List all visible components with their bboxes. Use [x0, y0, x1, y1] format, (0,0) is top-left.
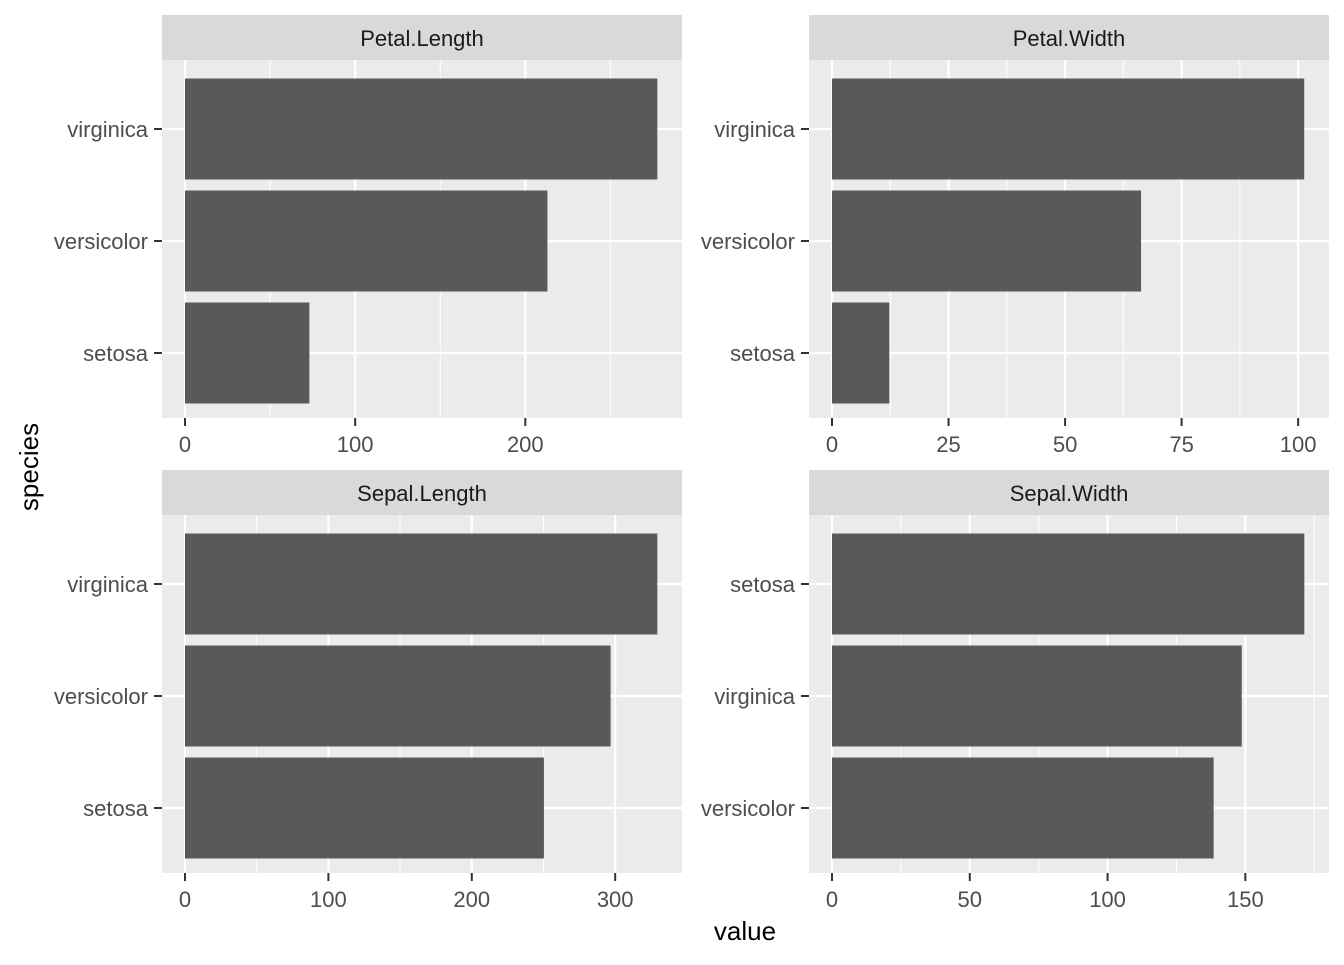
bar-virginica — [832, 645, 1242, 747]
facet-strip — [809, 470, 1329, 515]
y-tick-label: versicolor — [701, 796, 795, 821]
x-tick-label: 200 — [453, 887, 490, 912]
y-tick-label: setosa — [730, 572, 796, 597]
y-tick-label: versicolor — [54, 684, 148, 709]
facet-title: Sepal.Width — [1010, 481, 1129, 506]
x-tick-label: 0 — [826, 887, 838, 912]
y-tick-label: virginica — [67, 572, 148, 597]
x-tick-label: 100 — [337, 432, 374, 457]
x-tick-label: 0 — [179, 432, 191, 457]
facet-panel: Sepal.Width setosa virginica versicolor 0 50 1… — [701, 470, 1329, 912]
x-tick-label: 150 — [1227, 887, 1264, 912]
bar-virginica — [185, 78, 658, 180]
y-tick-label: versicolor — [54, 229, 148, 254]
facet-strip — [162, 470, 682, 515]
bar-versicolor — [832, 190, 1142, 292]
x-tick-label: 50 — [1053, 432, 1077, 457]
facet-title: Sepal.Length — [357, 481, 487, 506]
facet-panel: Petal.Length virginica versicolor setosa 0 10… — [54, 15, 682, 457]
facet-strip — [162, 15, 682, 60]
y-axis-title: species — [14, 423, 44, 511]
y-tick-label: setosa — [83, 341, 149, 366]
y-tick-label: virginica — [67, 117, 148, 142]
facet-title: Petal.Width — [1013, 26, 1126, 51]
x-tick-label: 200 — [507, 432, 544, 457]
bar-virginica — [832, 78, 1305, 180]
y-tick-label: virginica — [714, 684, 795, 709]
facet-panel: Petal.Width virginica versicolor setosa 0 25 5… — [701, 15, 1329, 457]
bar-versicolor — [185, 190, 548, 292]
x-tick-label: 100 — [310, 887, 347, 912]
facet-panel: Sepal.Length virginica versicolor setosa 0 10… — [54, 470, 682, 912]
facet-strip — [809, 15, 1329, 60]
x-tick-label: 50 — [958, 887, 982, 912]
y-tick-label: setosa — [83, 796, 149, 821]
y-tick-label: setosa — [730, 341, 796, 366]
y-tick-label: virginica — [714, 117, 795, 142]
x-tick-label: 0 — [179, 887, 191, 912]
x-tick-label: 75 — [1169, 432, 1193, 457]
bar-setosa — [185, 302, 310, 404]
x-tick-label: 0 — [826, 432, 838, 457]
bar-setosa — [832, 533, 1305, 635]
x-tick-label: 100 — [1089, 887, 1126, 912]
x-axis-title: value — [714, 916, 776, 946]
bar-versicolor — [185, 645, 611, 747]
x-tick-label: 300 — [597, 887, 634, 912]
x-tick-label: 100 — [1280, 432, 1317, 457]
x-tick-label: 25 — [936, 432, 960, 457]
bar-setosa — [185, 757, 544, 859]
bar-setosa — [832, 302, 890, 404]
bar-versicolor — [832, 757, 1214, 859]
y-tick-label: versicolor — [701, 229, 795, 254]
facet-title: Petal.Length — [360, 26, 484, 51]
bar-virginica — [185, 533, 658, 635]
